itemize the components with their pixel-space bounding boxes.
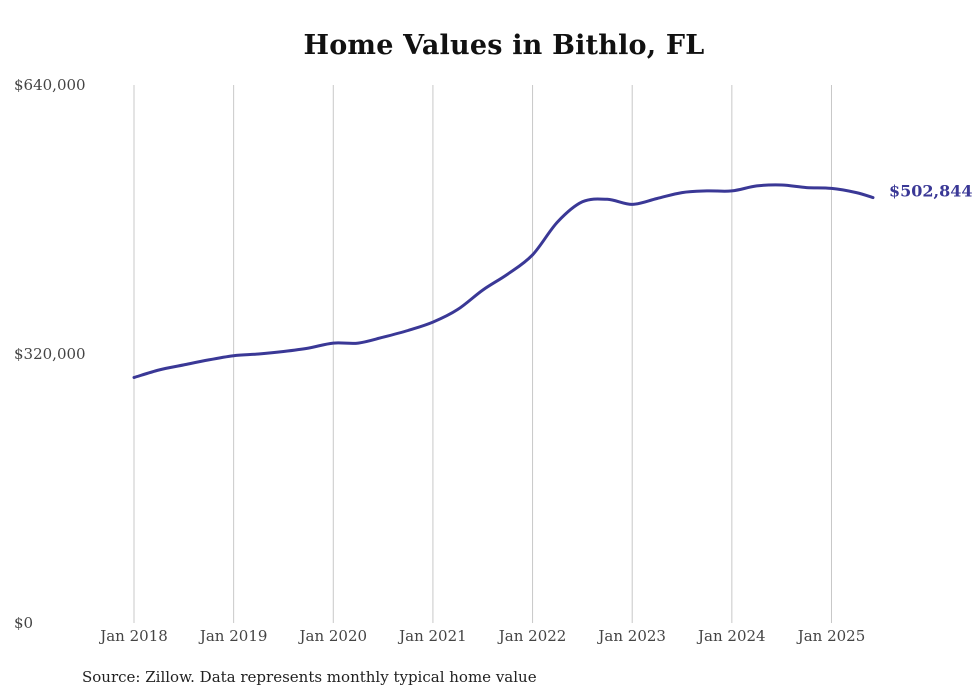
x-axis-ticks: Jan 2018 Jan 2019 Jan 2020 Jan 2021 Jan 2022… bbox=[98, 627, 865, 645]
home-value-line bbox=[132, 183, 875, 379]
x-tick-label: Jan 2025 bbox=[796, 627, 866, 645]
gridlines bbox=[133, 85, 832, 623]
x-tick-label: Jan 2019 bbox=[198, 627, 268, 645]
y-axis-ticks: $0 $320,000 $640,000 bbox=[14, 76, 86, 632]
x-tick-label: Jan 2023 bbox=[596, 627, 666, 645]
y-tick-label: $0 bbox=[14, 614, 33, 632]
x-tick-label: Jan 2021 bbox=[397, 627, 467, 645]
y-tick-label: $320,000 bbox=[14, 345, 86, 363]
x-tick-label: Jan 2020 bbox=[297, 627, 367, 645]
source-note: Source: Zillow. Data represents monthly … bbox=[82, 668, 537, 686]
x-tick-label: Jan 2022 bbox=[497, 627, 567, 645]
x-tick-label: Jan 2024 bbox=[696, 627, 766, 645]
y-tick-label: $640,000 bbox=[14, 76, 86, 94]
x-tick-label: Jan 2018 bbox=[98, 627, 168, 645]
chart-title: Home Values in Bithlo, FL bbox=[303, 30, 705, 61]
latest-value-label: $502,844 bbox=[889, 182, 973, 201]
